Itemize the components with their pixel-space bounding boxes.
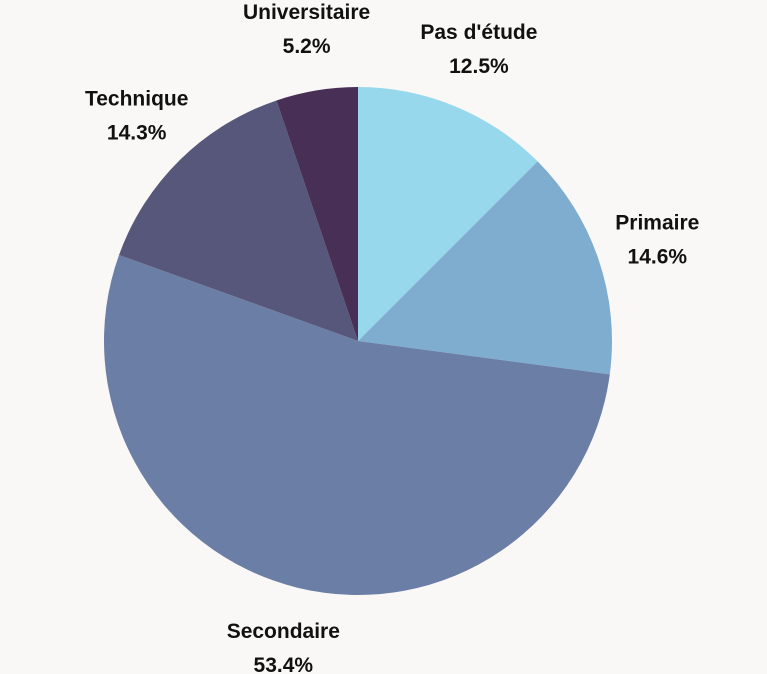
- slice-value-universitaire: 5.2%: [283, 35, 331, 58]
- slice-label-pas-d-etude: Pas d'étude: [420, 21, 537, 44]
- pie-slice-pas-d-etude: [358, 87, 538, 341]
- slice-value-secondaire: 53.4%: [254, 654, 314, 674]
- slice-value-pas-d-etude: 12.5%: [449, 55, 509, 78]
- pie-slice-universitaire: [276, 87, 358, 341]
- slice-label-universitaire: Universitaire: [243, 1, 370, 24]
- slice-value-technique: 14.3%: [107, 122, 167, 145]
- slice-value-primaire: 14.6%: [628, 246, 688, 269]
- slice-labels: Pas d'étude 12.5% Primaire 14.6% Secondaire 5…: [85, 1, 699, 674]
- pie-slices: [103, 87, 612, 596]
- pie-slice-primaire: [358, 161, 612, 375]
- slice-label-secondaire: Secondaire: [227, 620, 340, 643]
- pie-slice-secondaire: [103, 254, 610, 596]
- slice-label-technique: Technique: [85, 88, 188, 111]
- pie-slice-technique: [119, 100, 359, 341]
- slice-label-primaire: Primaire: [615, 212, 699, 235]
